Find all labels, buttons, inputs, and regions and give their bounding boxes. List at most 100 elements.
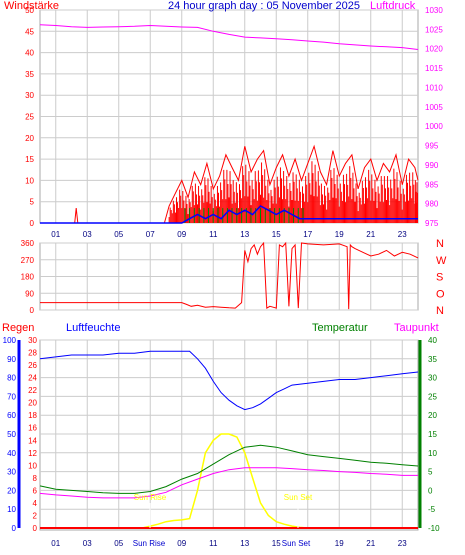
direction-panel-grid — [40, 242, 418, 311]
wind-x-tick-01: 01 — [51, 230, 60, 239]
rain-tick-8: 8 — [33, 474, 38, 483]
compass-tick-0: N — [436, 238, 444, 250]
humidity-x-tick-19: 19 — [335, 539, 344, 548]
wind-tick-10: 10 — [25, 176, 34, 185]
wind-x-tick-05: 05 — [114, 230, 123, 239]
wind-x-tick-23: 23 — [398, 230, 407, 239]
pressure-tick-975: 975 — [425, 219, 439, 228]
series-wind — [40, 144, 419, 224]
wind-panel-grid — [40, 9, 418, 224]
humidity-tick-10: 10 — [7, 505, 16, 514]
wind-panel-axes: 0510152025303540455097598098599099510001… — [25, 6, 443, 239]
compass-tick-1: W — [436, 255, 447, 267]
humidity-x-tick-09: 09 — [177, 539, 186, 548]
wind-x-tick-09: 09 — [177, 230, 186, 239]
wind-tick-20: 20 — [25, 134, 34, 143]
humidity-x-tick-21: 21 — [366, 539, 375, 548]
rain-tick-10: 10 — [28, 461, 37, 470]
temperature-tick-30: 30 — [428, 374, 437, 383]
pressure-tick-1000: 1000 — [425, 122, 443, 131]
sunset-label: Sun Set — [284, 493, 313, 502]
humidity-tick-0: 0 — [12, 524, 17, 533]
wind-tick-5: 5 — [30, 198, 35, 207]
humidity-tick-40: 40 — [7, 449, 16, 458]
pressure-tick-995: 995 — [425, 142, 439, 151]
sunset-axis-label: Sun Set — [282, 539, 311, 548]
pressure-tick-1015: 1015 — [425, 64, 443, 73]
pressure-tick-1030: 1030 — [425, 6, 443, 15]
humidity-x-tick-23: 23 — [398, 539, 407, 548]
wind-x-tick-19: 19 — [335, 230, 344, 239]
series-dewpoint — [39, 467, 418, 499]
humidity-x-tick-15: 15 — [272, 539, 281, 548]
rain-tick-0: 0 — [33, 524, 38, 533]
pressure-tick-985: 985 — [425, 180, 439, 189]
humidity-panel-background — [39, 339, 419, 531]
rain-tick-12: 12 — [28, 449, 37, 458]
rain-tick-16: 16 — [28, 424, 37, 433]
temperature-tick-0: 0 — [428, 486, 433, 495]
dewpoint-axis-title: Taupunkt — [394, 322, 439, 334]
wind-axis-title: Windstärke — [4, 0, 59, 12]
temperature-tick-10: 10 — [428, 449, 437, 458]
humidity-tick-60: 60 — [7, 411, 16, 420]
rain-tick-24: 24 — [28, 374, 37, 383]
wind-tick-0: 0 — [30, 219, 35, 228]
direction-tick-270: 270 — [21, 256, 35, 265]
rain-tick-6: 6 — [33, 486, 38, 495]
wind-x-tick-13: 13 — [240, 230, 249, 239]
humidity-x-tick-01: 01 — [51, 539, 60, 548]
wind-tick-15: 15 — [25, 155, 34, 164]
rain-tick-2: 2 — [33, 511, 38, 520]
wind-tick-40: 40 — [25, 49, 34, 58]
temperature-tick-15: 15 — [428, 430, 437, 439]
temperature-tick-20: 20 — [428, 411, 437, 420]
humidity-panel-series — [39, 350, 419, 529]
humidity-x-tick-03: 03 — [83, 539, 92, 548]
humidity-x-tick-13: 13 — [240, 539, 249, 548]
chart-title: 24 hour graph day : 05 November 2025 — [168, 0, 360, 12]
wind-tick-50: 50 — [25, 6, 34, 15]
compass-tick-4: N — [436, 305, 444, 317]
compass-tick-2: S — [436, 272, 443, 284]
series-wind-direction — [40, 241, 419, 310]
rain-tick-28: 28 — [28, 349, 37, 358]
wind-panel-series — [39, 24, 419, 224]
humidity-tick-20: 20 — [7, 486, 16, 495]
humidity-x-tick-11: 11 — [209, 539, 218, 548]
temperature-axis-title: Temperatur — [312, 322, 368, 334]
temperature-tick-5: 5 — [428, 468, 433, 477]
humidity-axis-title: Luftfeuchte — [66, 322, 120, 334]
humidity-tick-90: 90 — [7, 355, 16, 364]
sunrise-label: Sun Rise — [134, 493, 167, 502]
series-humidity — [39, 350, 419, 411]
wind-x-tick-17: 17 — [303, 230, 312, 239]
pressure-tick-980: 980 — [425, 200, 439, 209]
series-wind-average — [40, 205, 418, 224]
wind-tick-35: 35 — [25, 70, 34, 79]
compass-tick-3: O — [436, 288, 445, 300]
temperature-tick-40: 40 — [428, 336, 437, 345]
direction-panel-series — [40, 241, 419, 310]
pressure-tick-1005: 1005 — [425, 103, 443, 112]
pressure-tick-1020: 1020 — [425, 45, 443, 54]
humidity-tick-100: 100 — [3, 336, 17, 345]
pressure-tick-1010: 1010 — [425, 83, 443, 92]
humidity-tick-30: 30 — [7, 468, 16, 477]
humidity-tick-80: 80 — [7, 374, 16, 383]
wind-tick-30: 30 — [25, 91, 34, 100]
series-solar — [40, 433, 418, 529]
wind-tick-45: 45 — [25, 27, 34, 36]
wind-x-tick-11: 11 — [209, 230, 218, 239]
temperature-tick-25: 25 — [428, 392, 437, 401]
rain-tick-30: 30 — [28, 336, 37, 345]
series-temperature — [39, 444, 419, 494]
rain-tick-14: 14 — [28, 436, 37, 445]
humidity-panel-axes: 0102030405060708090100024681012141618202… — [3, 336, 440, 548]
rain-tick-26: 26 — [28, 361, 37, 370]
wind-x-tick-21: 21 — [366, 230, 375, 239]
humidity-tick-70: 70 — [7, 392, 16, 401]
pressure-axis-title: Luftdruck — [370, 0, 416, 12]
